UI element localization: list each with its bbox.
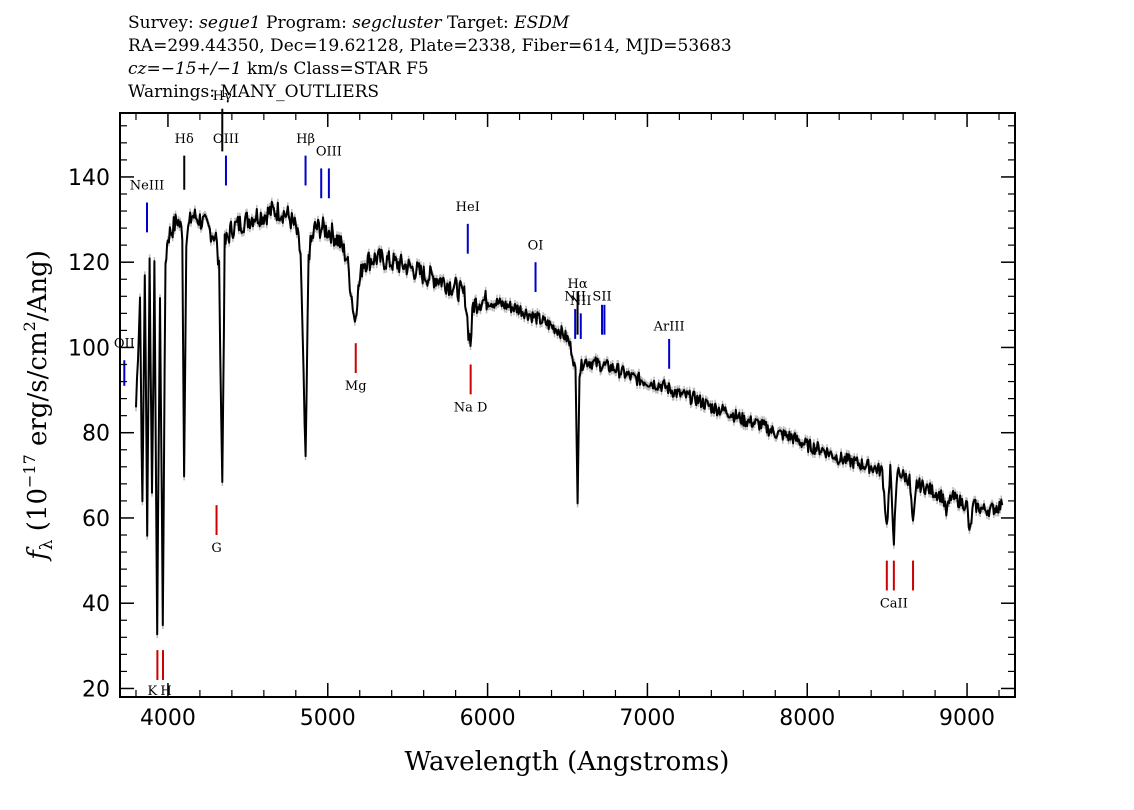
y-tick-label: 80	[82, 422, 110, 447]
header-line-coordinates: RA=299.44350, Dec=19.62128, Plate=2338, …	[128, 36, 732, 56]
line-label: K	[148, 684, 158, 699]
line-label: SII	[592, 290, 611, 305]
target-label: Target:	[446, 13, 509, 33]
y-tick-label: 40	[82, 592, 110, 617]
line-label: NII	[564, 290, 586, 305]
spectrum-error-band	[135, 197, 1003, 639]
line-label: Hα	[568, 277, 588, 292]
survey-value: segue1	[199, 13, 261, 33]
line-label: G	[211, 541, 221, 556]
y-axis-title: fλ (10−17 erg/s/cm2/Ang)	[20, 250, 57, 562]
line-label: Hβ	[296, 132, 315, 147]
line-label: Na D	[454, 400, 488, 415]
x-tick-label: 5000	[300, 706, 356, 731]
program-label: Program:	[266, 13, 347, 33]
line-label: HeI	[456, 200, 480, 215]
y-tick-label: 20	[82, 677, 110, 702]
spectrum-flux-line	[135, 200, 1004, 636]
cz-value: cz=−15+/−1	[128, 59, 242, 79]
line-label: H	[160, 684, 171, 699]
program-value: segcluster	[352, 13, 442, 33]
x-tick-label: 9000	[939, 706, 995, 731]
plot-frame	[119, 112, 1016, 698]
class-text: km/s Class=STAR F5	[241, 59, 429, 79]
header-line-redshift: cz=−15+/−1 km/s Class=STAR F5	[128, 58, 732, 81]
line-label: OI	[528, 238, 544, 253]
y-tick-label: 140	[68, 166, 110, 191]
survey-label: Survey:	[128, 13, 194, 33]
line-label: OIII	[316, 145, 342, 160]
line-label: CaII	[880, 596, 908, 611]
x-tick-label: 4000	[140, 706, 196, 731]
x-tick-label: 8000	[779, 706, 835, 731]
target-value: ESDM	[514, 13, 570, 33]
line-label: NeIII	[130, 179, 164, 194]
header-line-warnings: Warnings: MANY_OUTLIERS	[128, 82, 380, 102]
x-tick-label: 7000	[619, 706, 675, 731]
line-label: Hγ	[213, 89, 232, 104]
spectrum-header: Survey: segue1 Program: segcluster Targe…	[128, 12, 732, 104]
line-label: Hδ	[175, 132, 194, 147]
line-label: NII	[570, 294, 592, 309]
x-tick-label: 6000	[460, 706, 516, 731]
y-tick-label: 120	[68, 251, 110, 276]
line-label: OII	[114, 336, 135, 351]
line-label: OIII	[213, 132, 239, 147]
y-tick-label: 100	[68, 336, 110, 361]
x-axis-title: Wavelength (Angstroms)	[405, 747, 730, 777]
y-tick-label: 60	[82, 507, 110, 532]
header-line-survey: Survey: segue1 Program: segcluster Targe…	[128, 12, 732, 35]
line-label: ArIII	[653, 319, 685, 334]
line-label: Mg	[345, 379, 367, 394]
